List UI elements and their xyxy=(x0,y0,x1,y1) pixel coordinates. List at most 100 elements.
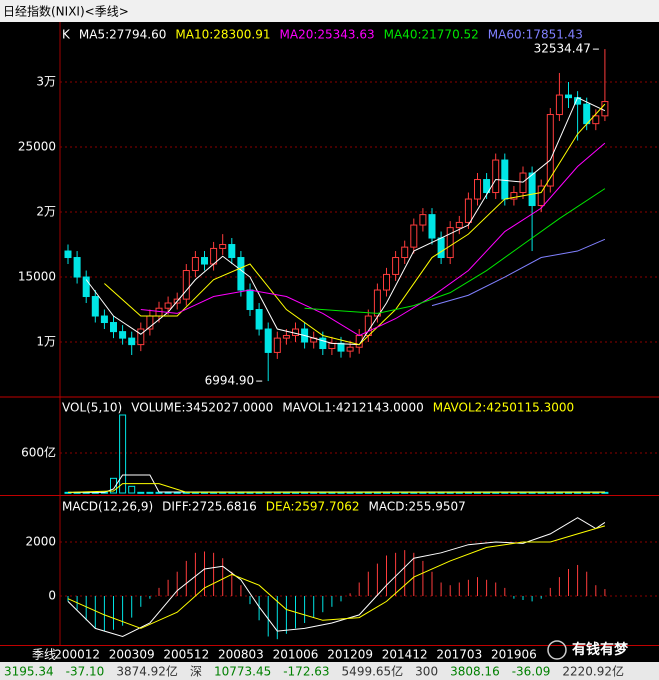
legend-entry: MA60:17851.43 xyxy=(488,28,583,42)
indicator-line xyxy=(140,142,606,337)
legend-entry: DIFF:2725.6816 xyxy=(162,500,257,514)
candle-body xyxy=(100,315,108,324)
x-tick-label: 200803 xyxy=(218,648,264,662)
candle-body xyxy=(119,331,127,339)
legend-entry: VOL(5,10) xyxy=(62,401,122,415)
status-item: 5499.65亿 xyxy=(342,664,404,679)
legend-entry: MA5:27794.60 xyxy=(79,28,167,42)
candle-body xyxy=(392,257,400,275)
legend-entry: MACD:255.9507 xyxy=(369,500,466,514)
x-tick-label: 201906 xyxy=(491,648,537,662)
candle-body xyxy=(528,172,536,207)
indicator-line xyxy=(68,474,605,493)
x-tick-label: 200012 xyxy=(54,648,100,662)
candle-body xyxy=(255,309,263,330)
candle-body xyxy=(219,244,227,249)
candle-body xyxy=(565,94,572,99)
legend-entry: MA40:21770.52 xyxy=(384,28,479,42)
legend-entry: MACD(12,26,9) xyxy=(62,500,153,514)
indicator-line xyxy=(104,103,606,346)
volume-bar xyxy=(110,477,117,494)
window-title: 日经指数(NIXI)<季线> xyxy=(3,4,129,19)
candle-body xyxy=(273,337,281,353)
status-item: 3808.16 xyxy=(450,665,500,679)
candle-body xyxy=(191,257,199,272)
candle-body xyxy=(237,257,245,291)
candle-body xyxy=(337,342,345,352)
indicator-line xyxy=(85,96,606,346)
status-item: -37.10 xyxy=(66,665,105,679)
status-bg xyxy=(0,662,659,680)
x-tick-label: 201703 xyxy=(436,648,482,662)
candle-body xyxy=(64,250,72,259)
candle-body xyxy=(419,214,427,226)
watermark: 有钱有梦 xyxy=(547,640,629,660)
x-tick-label: 201209 xyxy=(327,648,373,662)
candle-body xyxy=(246,289,254,311)
status-item: 3874.92亿 xyxy=(116,664,178,679)
volume-bar xyxy=(146,491,154,494)
y-tick-label: 25000 xyxy=(18,140,56,154)
candle-body xyxy=(437,237,445,259)
indicator-line xyxy=(67,525,606,629)
candle-body xyxy=(182,270,190,300)
price-annotation: 6994.90 xyxy=(205,374,255,388)
watermark-icon xyxy=(547,640,567,660)
y-tick-label: 15000 xyxy=(18,270,56,284)
legend-entry: MA10:28300.91 xyxy=(175,28,270,42)
candle-body xyxy=(383,273,390,291)
candle-body xyxy=(73,257,81,278)
candle-body xyxy=(501,159,509,200)
volume-bar xyxy=(137,491,145,494)
volume-bar xyxy=(119,414,127,494)
y-tick-label: 2万 xyxy=(36,205,56,219)
indicator-line xyxy=(67,517,606,638)
indicator-line xyxy=(67,483,605,493)
y-tick-label: 2000 xyxy=(25,535,56,549)
y-tick-label: 600亿 xyxy=(21,445,56,460)
candle-body xyxy=(464,198,472,223)
x-tick-label: 200309 xyxy=(109,648,155,662)
candle-body xyxy=(483,179,491,194)
period-label: 季线 xyxy=(32,648,56,662)
candle-body xyxy=(492,159,500,194)
candle-body xyxy=(328,342,336,350)
indicator-line xyxy=(431,238,606,307)
y-tick-label: 0 xyxy=(48,588,56,602)
candle-body xyxy=(474,179,481,200)
indicator-line xyxy=(304,188,606,314)
candle-body xyxy=(137,328,145,346)
candle-body xyxy=(519,172,527,194)
status-item: -36.09 xyxy=(512,665,551,679)
y-tick-label: 3万 xyxy=(36,75,56,89)
candle-body xyxy=(282,335,290,339)
watermark-text: 有钱有梦 xyxy=(572,641,629,658)
legend-entry: MA20:25343.63 xyxy=(280,28,375,42)
x-tick-label: 201412 xyxy=(382,648,428,662)
candle-body xyxy=(428,214,436,239)
candle-body xyxy=(583,103,591,125)
status-item: 10773.45 xyxy=(214,665,271,679)
candle-body xyxy=(555,94,563,116)
candle-body xyxy=(264,328,272,353)
status-item: -172.63 xyxy=(283,665,329,679)
candle-body xyxy=(373,289,381,317)
candle-body xyxy=(601,101,609,117)
status-item: 300 xyxy=(415,665,438,679)
candle-body xyxy=(537,185,545,207)
x-tick-label: 200512 xyxy=(163,648,209,662)
status-item: 2220.92亿 xyxy=(562,664,624,679)
candle-body xyxy=(110,322,117,333)
x-tick-label: 201006 xyxy=(273,648,319,662)
legend-entry: VOLUME:3452027.0000 xyxy=(131,401,273,415)
price-annotation: 32534.47 xyxy=(534,42,591,56)
candle-body xyxy=(410,224,418,248)
candle-body xyxy=(228,244,236,259)
legend-entry: K xyxy=(62,28,71,42)
candle-body xyxy=(91,296,99,317)
y-tick-label: 1万 xyxy=(36,335,56,349)
candle-body xyxy=(401,246,409,259)
candle-body xyxy=(346,346,354,352)
